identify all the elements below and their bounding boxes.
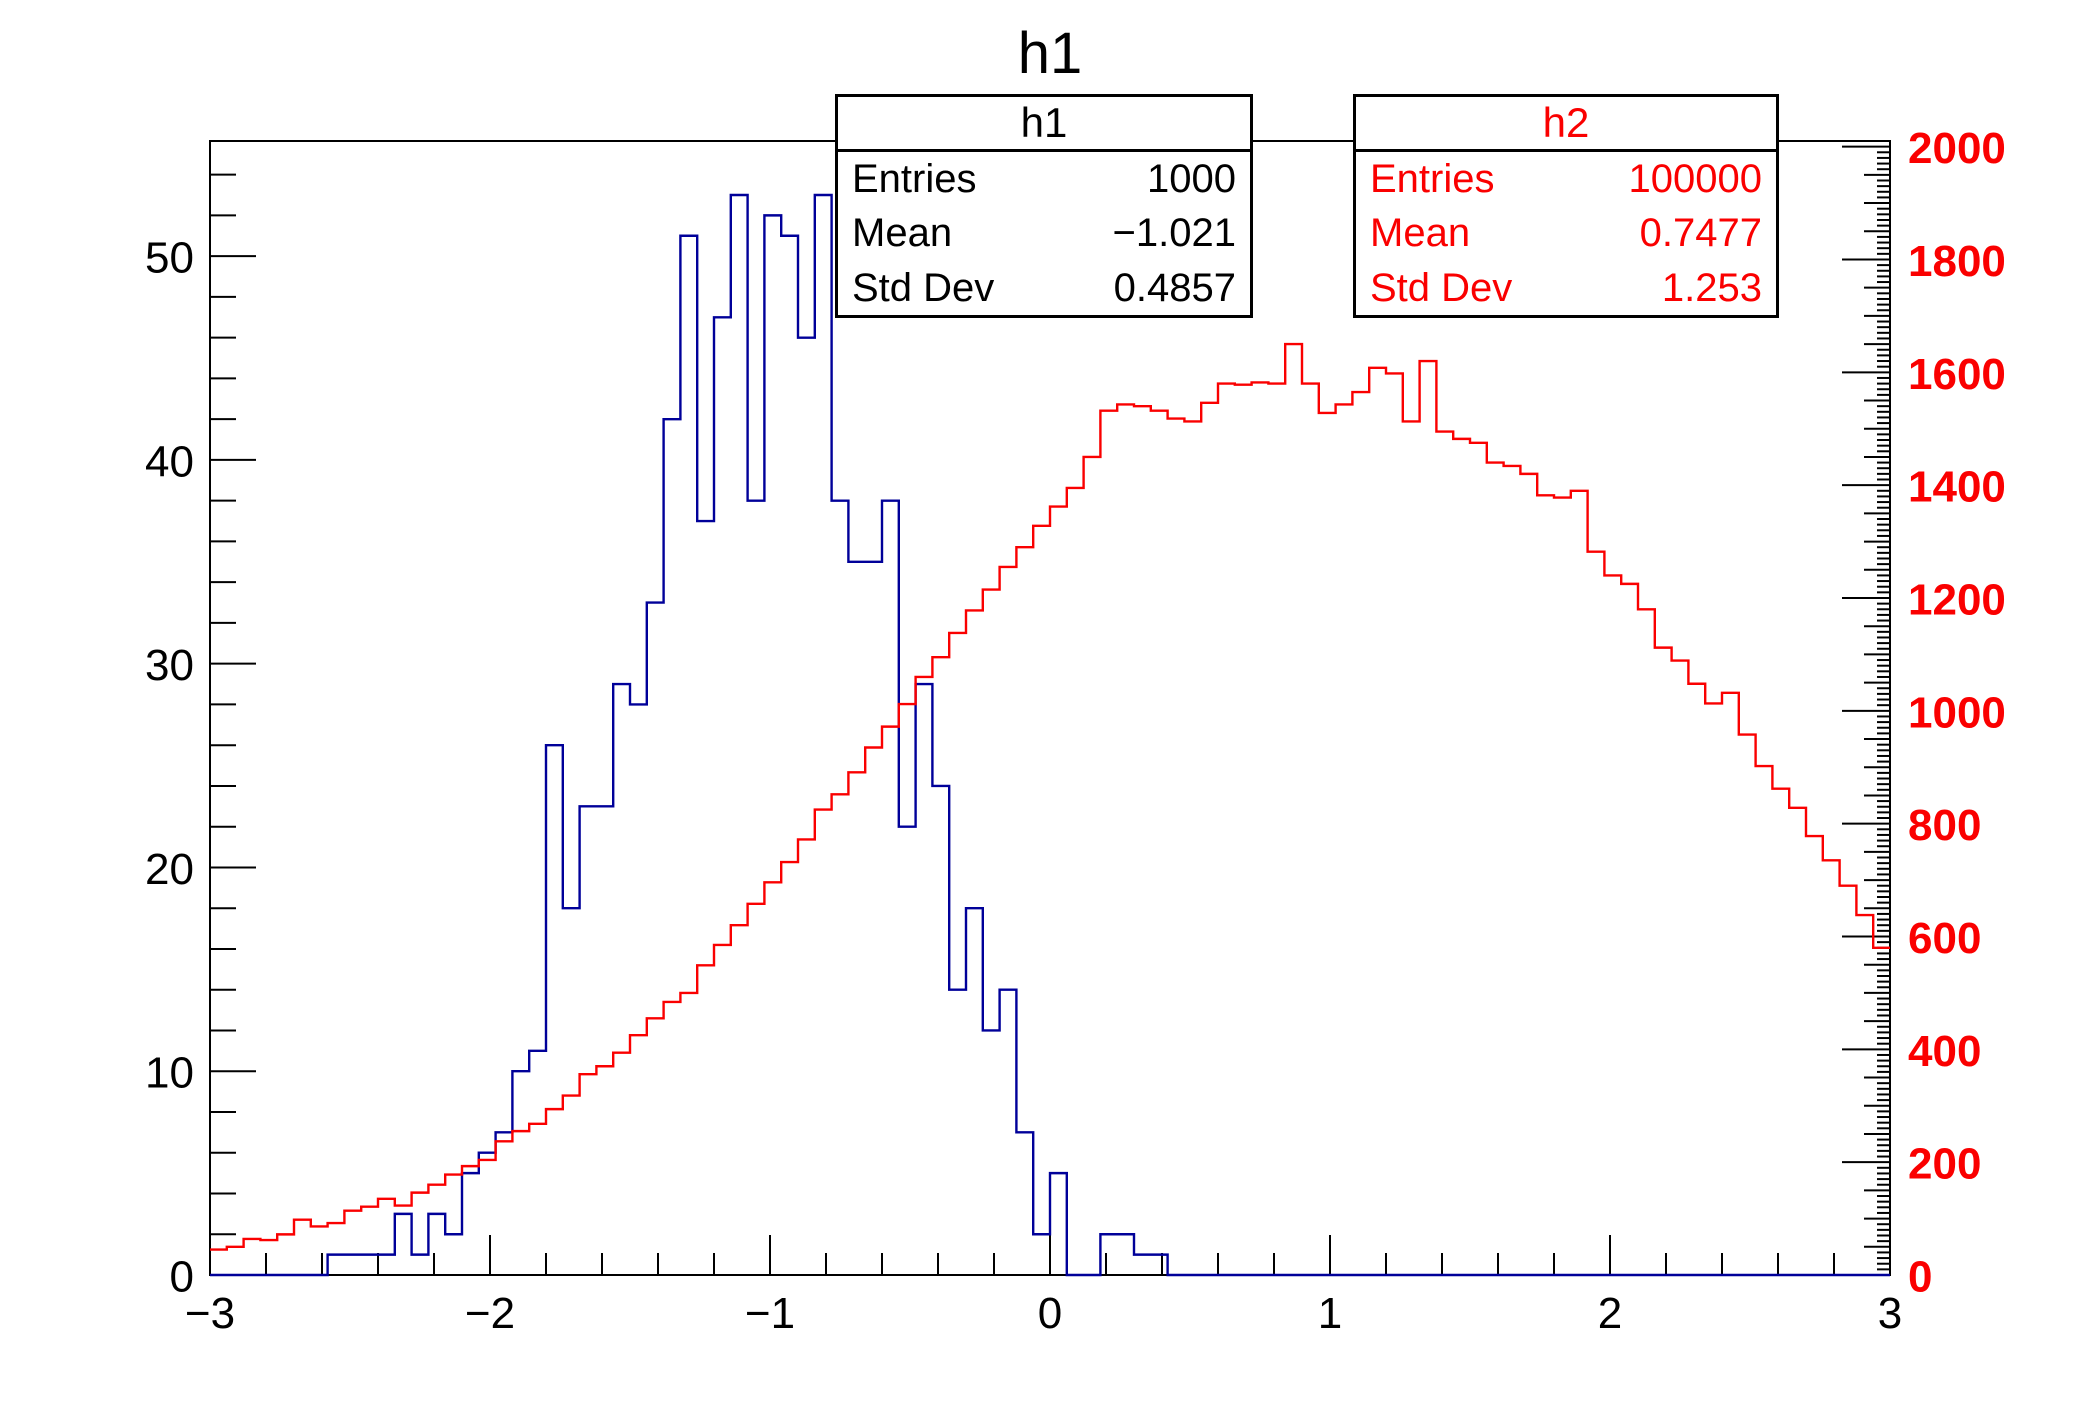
stat-value: 1000: [1147, 157, 1236, 202]
stat-label: Entries: [852, 157, 977, 202]
axis-tick-label: 200: [1908, 1140, 1981, 1189]
axis-tick-label: −1: [745, 1289, 795, 1338]
axis-tick-label: 1600: [1908, 350, 2006, 399]
axis-tick-label: 1000: [1908, 688, 2006, 737]
axis-tick-label: 1200: [1908, 575, 2006, 624]
axis-tick-label: 0: [1908, 1253, 1932, 1302]
axis-tick-label: 0: [1038, 1289, 1062, 1338]
histogram-h1: [210, 193, 1890, 1277]
statbox-h1-rows: Entries 1000 Mean −1.021 Std Dev 0.4857: [838, 152, 1250, 315]
statbox-h1-title: h1: [838, 97, 1250, 152]
statbox-h2-rows: Entries 100000 Mean 0.7477 Std Dev 1.253: [1356, 152, 1776, 315]
axis-tick-label: 2: [1598, 1289, 1622, 1338]
plot-title: h1: [1017, 21, 1083, 86]
statbox-h1[interactable]: h1 Entries 1000 Mean −1.021 Std Dev 0.48…: [835, 94, 1253, 318]
axis-tick-label: 30: [145, 641, 194, 690]
stat-label: Mean: [1370, 211, 1471, 256]
stat-row-stddev: Std Dev 1.253: [1370, 268, 1762, 308]
stat-label: Entries: [1370, 157, 1495, 202]
y-axis-left: 0 10 20 30 40 50: [145, 173, 256, 1302]
stat-row-stddev: Std Dev 0.4857: [852, 268, 1236, 308]
stat-value: −1.021: [1112, 211, 1236, 256]
stat-label: Mean: [852, 211, 953, 256]
axis-tick-label: 10: [145, 1049, 194, 1098]
stat-value: 0.4857: [1113, 265, 1236, 310]
axis-tick-label: 20: [145, 845, 194, 894]
stat-value: 1.253: [1661, 265, 1762, 310]
statbox-h2[interactable]: h2 Entries 100000 Mean 0.7477 Std Dev 1.…: [1353, 94, 1779, 318]
axis-tick-label: 0: [170, 1253, 194, 1302]
axis-tick-label: 400: [1908, 1027, 1981, 1076]
axis-tick-label: 50: [145, 234, 194, 283]
axis-tick-label: −3: [185, 1289, 235, 1338]
stat-label: Std Dev: [1370, 265, 1513, 310]
stat-row-mean: Mean 0.7477: [1370, 213, 1762, 253]
stat-row-mean: Mean −1.021: [852, 213, 1236, 253]
stat-row-entries: Entries 100000: [1370, 159, 1762, 199]
stat-value: 0.7477: [1639, 211, 1762, 256]
stat-row-entries: Entries 1000: [852, 159, 1236, 199]
stat-label: Std Dev: [852, 265, 995, 310]
statbox-h2-title: h2: [1356, 97, 1776, 152]
histogram-h2: [210, 342, 1890, 1251]
stat-value: 100000: [1628, 157, 1762, 202]
x-axis: −3 −2 −1 0 1 2 3: [185, 1235, 1902, 1338]
axis-tick-label: 2000: [1908, 124, 2006, 173]
axis-tick-label: 40: [145, 437, 194, 486]
axis-tick-label: 3: [1878, 1289, 1902, 1338]
axis-tick-label: 600: [1908, 914, 1981, 963]
axis-tick-label: 800: [1908, 801, 1981, 850]
axis-tick-label: 1800: [1908, 237, 2006, 286]
axis-tick-label: −2: [465, 1289, 515, 1338]
y-axis-right: 0 200 400 600 800 1000 1200 1400 1600 1800 2000: [1842, 124, 2006, 1302]
axis-tick-label: 1: [1318, 1289, 1342, 1338]
axis-tick-label: 1400: [1908, 463, 2006, 512]
